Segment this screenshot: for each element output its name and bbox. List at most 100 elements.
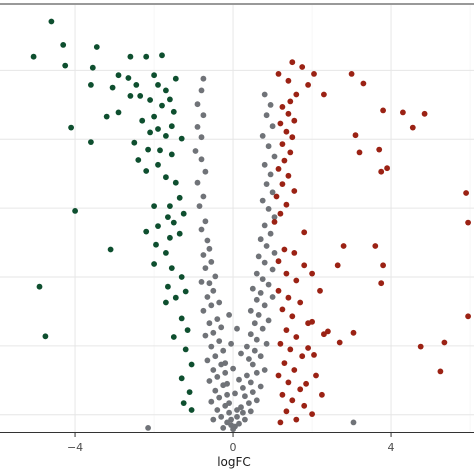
data-point-ns [200,307,207,314]
data-point-ns [242,416,248,423]
data-point-ns [271,250,278,256]
data-point-down [48,18,55,25]
data-point-ns [246,400,252,406]
data-point-up [285,110,292,117]
data-point-down [172,75,179,82]
data-point-up [360,80,367,87]
data-point-down [157,147,163,154]
data-point-ns [253,369,260,376]
data-point-ns [216,299,223,306]
data-point-up [297,386,304,393]
data-point-down [170,219,177,226]
data-point-up [275,258,282,265]
data-point-up [437,368,444,375]
data-point-ns [226,312,233,318]
data-point-ns [204,237,211,244]
data-point-ns [267,102,274,108]
data-point-ns [263,243,270,249]
data-point-ns [196,203,203,210]
data-point-ns [200,193,207,200]
data-point-ns [265,317,272,324]
data-point-up [293,91,300,98]
data-point-ns [257,353,264,360]
x-tick-label: −4 [67,441,83,454]
data-point-up [299,353,306,360]
data-point-ns [269,266,276,273]
data-point-down [151,203,158,210]
data-point-ns [230,365,237,372]
data-point-up [334,262,341,269]
data-point-ns [206,245,213,252]
data-point-ns [265,281,272,288]
data-point-up [384,165,390,172]
data-point-down [151,261,158,267]
data-point-ns [198,134,205,141]
data-point-ns [271,153,278,160]
data-point-ns [238,350,244,357]
data-point-down [163,299,169,306]
data-point-down [165,283,171,290]
data-point-down [176,230,183,237]
data-point-down [151,72,158,79]
data-point-ns [208,398,215,405]
data-point-ns [265,143,272,150]
data-point-up [356,149,363,156]
data-point-ns [214,316,221,322]
data-point-up [309,411,315,417]
data-point-down [153,241,159,248]
data-point-ns [261,161,268,168]
data-point-up [277,210,284,217]
data-point-ns [249,389,256,395]
data-point-down [151,113,158,120]
data-point-down [167,234,173,241]
data-point-up [289,134,296,141]
data-point-ns [220,347,227,354]
data-point-ns [208,302,215,309]
data-point-up [376,146,383,153]
grid-lines [0,5,474,432]
data-point-up [287,98,294,105]
data-point-ns [261,367,268,373]
data-point-down [178,375,185,382]
data-point-up [281,360,288,366]
data-point-ns [240,409,246,416]
data-point-down [168,151,175,158]
data-point-up [378,280,385,287]
data-point-down [170,334,177,340]
data-point-down [159,102,165,109]
data-point-up [277,419,284,426]
data-point-ns [200,75,207,82]
data-point-down [159,52,165,59]
data-point-ns [261,91,268,98]
data-point-up [287,149,294,156]
data-point-down [36,283,43,290]
data-point-up [352,132,359,139]
data-point-up [321,91,327,98]
data-point-up [421,110,428,117]
data-point-down [62,62,69,69]
data-point-ns [240,385,246,391]
data-point-down [107,246,114,253]
data-point-up [277,340,284,347]
data-point-ns [206,320,213,327]
data-point-ns [234,413,240,420]
data-point-down [178,135,185,142]
data-point-up [301,229,308,236]
data-point-down [178,315,185,322]
data-point-down [137,93,144,99]
data-point-ns [259,276,266,282]
data-point-ns [200,112,207,119]
data-point-up [285,294,292,301]
x-axis-title: logFC [217,455,251,469]
data-point-ns [228,340,235,347]
data-point-down [188,361,195,368]
data-point-down [72,208,78,214]
data-point-up [279,306,286,313]
data-point-ns [234,325,240,332]
data-point-up [311,352,317,358]
data-point-ns [226,400,233,406]
data-point-ns [236,376,242,383]
data-point-ns [257,236,264,243]
data-point-up [309,270,315,277]
data-point-ns [257,383,264,390]
